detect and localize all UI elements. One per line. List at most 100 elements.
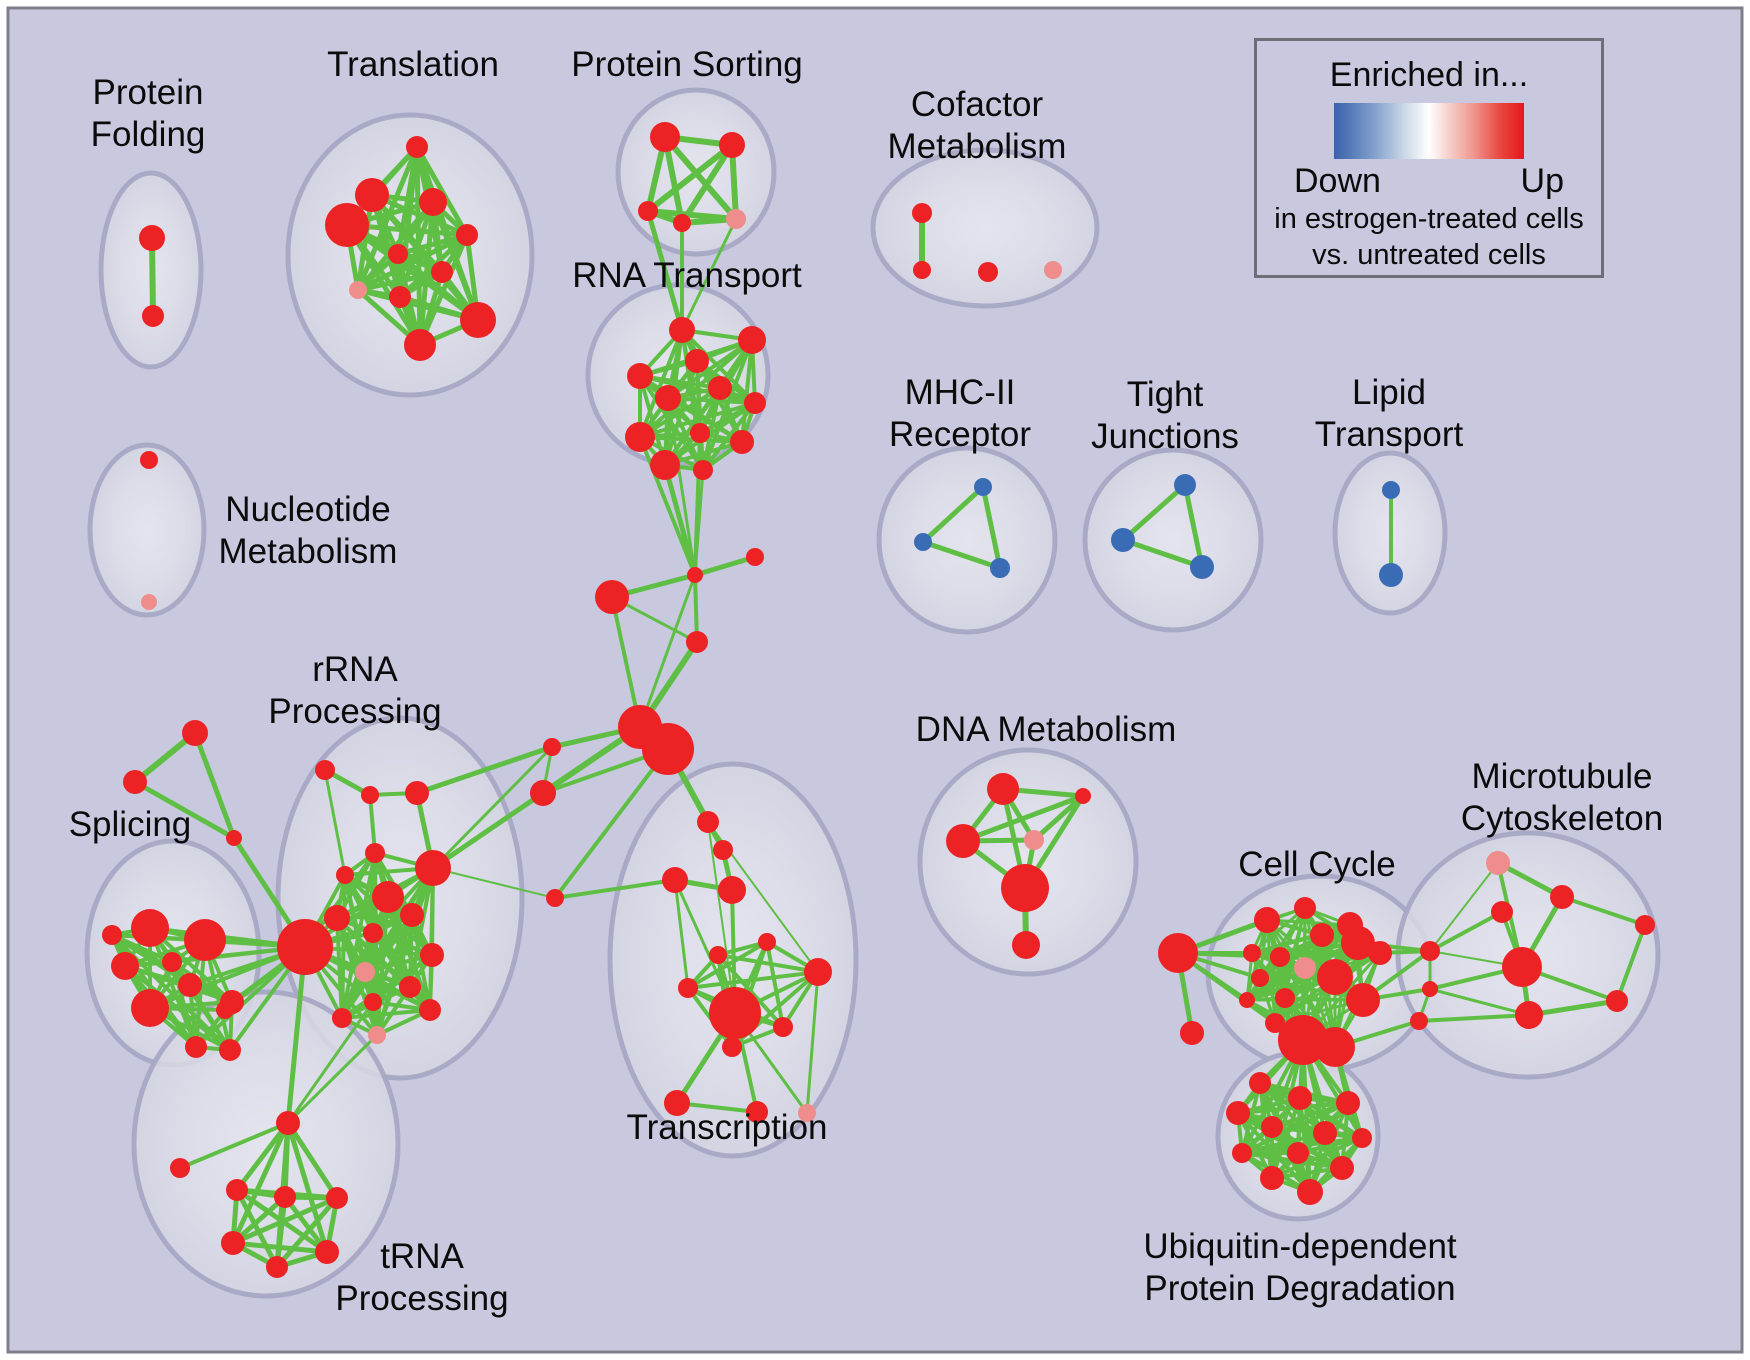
node-tj2 (1111, 528, 1135, 552)
node-ub9 (1287, 1142, 1309, 1164)
node-mt4 (1502, 947, 1542, 987)
node-rt10 (730, 430, 754, 454)
node-mh3 (990, 558, 1010, 578)
node-rr5 (336, 866, 354, 884)
node-ch3 (686, 631, 708, 653)
bubble-cofactor-metabolism (870, 147, 1100, 309)
node-h5 (546, 889, 564, 907)
node-tj3 (1190, 555, 1214, 579)
node-ub10 (1330, 1156, 1354, 1180)
edge-ps5-rt1 (680, 217, 738, 332)
node-h3 (543, 738, 561, 756)
node-rr11 (355, 962, 375, 982)
node-cc2 (1294, 897, 1316, 919)
node-tg2 (123, 770, 147, 794)
node-hub2 (642, 723, 694, 775)
node-cm1 (912, 203, 932, 223)
node-cc5 (1341, 926, 1375, 960)
edge-ps2-ps4 (679, 142, 735, 226)
node-ps4 (673, 214, 691, 232)
edge-ub3-ub4 (1236, 1101, 1350, 1115)
edge-tnL-tnh (178, 1121, 290, 1170)
node-tx6 (758, 933, 776, 951)
cluster-label-trna-processing: tRNA Processing (335, 1237, 508, 1318)
edge-cc9-cc13 (1245, 966, 1307, 1002)
node-rt6 (708, 376, 732, 400)
node-tn2 (274, 1186, 296, 1208)
node-rr1 (315, 760, 335, 780)
node-rt1 (669, 317, 695, 343)
node-t5 (456, 224, 478, 246)
edge-tnh-rr13 (286, 1000, 375, 1125)
node-cc7 (1243, 944, 1261, 962)
node-tg1 (182, 720, 208, 746)
node-rr16 (368, 1026, 386, 1044)
edge-tj1-tj3 (1182, 482, 1205, 570)
node-ch1 (687, 567, 703, 583)
node-ub3 (1336, 1091, 1360, 1115)
edge-mt2-mt7 (1560, 895, 1647, 927)
cluster-label-microtubule-cytoskeleton: Microtubule Cytoskeleton (1461, 757, 1663, 838)
node-tx12 (664, 1090, 690, 1116)
node-rt12 (693, 460, 713, 480)
legend-down-label: Down (1294, 162, 1381, 200)
cluster-label-cell-cycle: Cell Cycle (1238, 845, 1396, 884)
node-ub1 (1249, 1072, 1271, 1094)
cluster-label-rna-transport: RNA Transport (572, 256, 802, 295)
edge-rr9-rr15 (340, 913, 414, 1020)
node-tx1 (697, 811, 719, 833)
legend-title: Enriched in... (1329, 56, 1529, 94)
edge-ps1-ps5 (662, 134, 739, 222)
node-h4 (530, 780, 556, 806)
edge-ps2-ps3 (645, 142, 735, 214)
node-sp10 (102, 925, 122, 945)
node-ps1 (650, 122, 680, 152)
node-tx8 (804, 958, 832, 986)
node-rt8 (625, 422, 655, 452)
cluster-label-nucleotide-metabolism: Nucleotide Metabolism (219, 490, 398, 571)
node-lt1 (1382, 481, 1400, 499)
node-t3 (419, 188, 447, 216)
legend-endpoint-labels: Down Up (1294, 161, 1564, 201)
edge-tn3-tn6 (274, 1195, 340, 1270)
node-tn6 (266, 1256, 288, 1278)
cluster-label-lipid-transport: Lipid Transport (1315, 373, 1464, 454)
cluster-label-mhc-ii-receptor: MHC-II Receptor (889, 373, 1031, 454)
node-cc12 (1275, 988, 1295, 1008)
node-t2 (355, 178, 389, 212)
edge-pf1-pf2 (149, 235, 156, 319)
node-cc3 (1310, 923, 1334, 947)
node-ch2 (595, 580, 629, 614)
node-rr13 (364, 993, 382, 1011)
cluster-label-protein-folding: Protein Folding (91, 73, 206, 154)
node-sp8 (219, 1039, 241, 1061)
edge-tnh-rr16 (286, 1033, 379, 1125)
node-tx5 (709, 946, 727, 964)
node-dm4 (1024, 830, 1044, 850)
node-cm2 (913, 261, 931, 279)
edge-tn2-tn6 (274, 1194, 288, 1270)
edge-h3-rr6 (431, 745, 554, 870)
cluster-label-cofactor-metabolism: Cofactor Metabolism (888, 85, 1067, 166)
edge-ch2-hub1 (610, 595, 642, 729)
edge-cc8-cc14 (1273, 955, 1282, 1025)
node-sp1 (131, 909, 169, 947)
node-lt2 (1379, 563, 1403, 587)
node-mt7 (1635, 915, 1655, 935)
edge-rt6-rt8 (638, 386, 722, 439)
node-tx11 (722, 1037, 742, 1057)
edge-rt2-rt10 (740, 338, 754, 444)
edge-tn4-tn5 (230, 1240, 330, 1255)
edge-tj2-tj3 (1120, 537, 1205, 570)
node-ps3 (638, 201, 658, 221)
edge-h3-rr3 (414, 744, 555, 796)
node-cc15 (1346, 983, 1380, 1017)
node-sp2 (184, 919, 226, 961)
node-tx10 (773, 1017, 793, 1037)
edge-mj2-mt6 (1428, 987, 1531, 1017)
edge-mt6-mt5 (1526, 998, 1620, 1018)
edge-mt1-mt2 (1495, 860, 1565, 900)
legend-subtitle-line1: in estrogen-treated cells (1274, 203, 1584, 235)
node-rt3 (685, 349, 709, 373)
